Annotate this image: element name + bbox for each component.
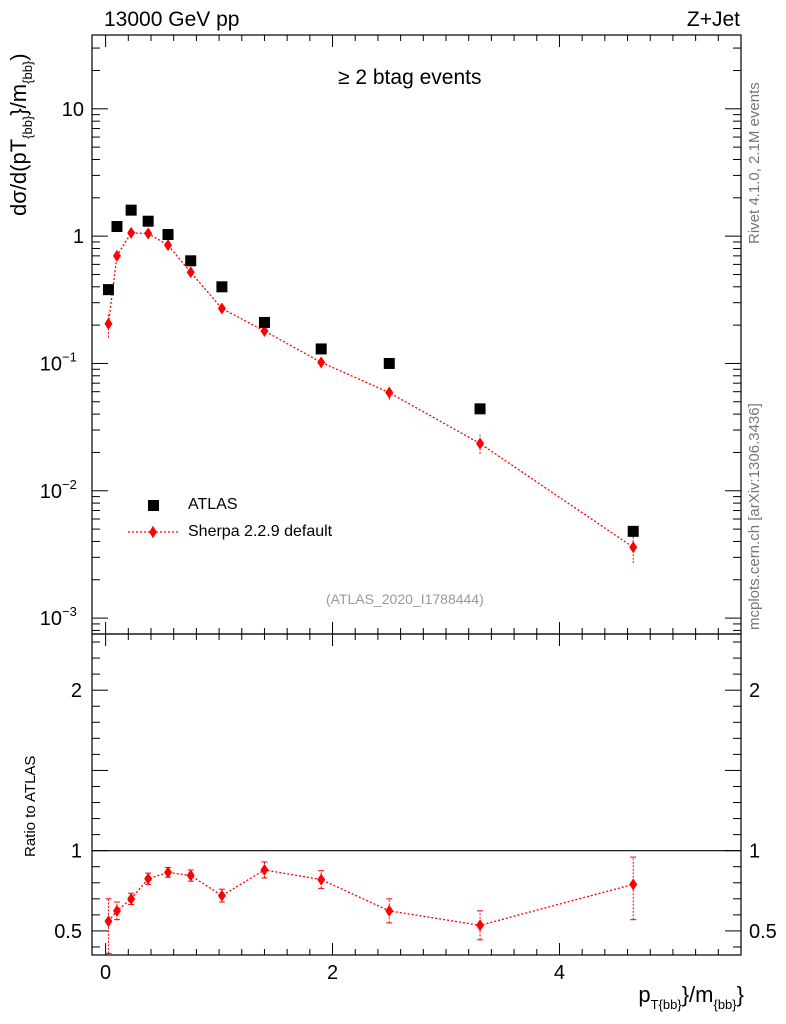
ratio-point bbox=[629, 878, 638, 891]
sherpa-point bbox=[186, 266, 195, 279]
x-tick-label: 0 bbox=[100, 962, 111, 984]
ratio-y-tick-label-right: 1 bbox=[749, 841, 760, 863]
x-label-part-2: }/m bbox=[681, 982, 714, 1007]
ratio-point bbox=[104, 915, 113, 928]
sherpa-point bbox=[127, 226, 136, 239]
y-tick-label: 10 bbox=[40, 608, 62, 630]
atlas-point bbox=[185, 255, 197, 267]
rivet-version-label: Rivet 4.1.0, 2.1M events bbox=[746, 82, 763, 244]
ratio-frame bbox=[91, 633, 742, 956]
ratio-y-tick-label-right: 0.5 bbox=[749, 921, 777, 943]
legend-sherpa-label: Sherpa 2.2.9 default bbox=[188, 523, 333, 540]
sherpa-point bbox=[317, 356, 326, 369]
y-axis-label-main: dσ/d(pT{bb}}/m{bb}) bbox=[6, 53, 35, 216]
y-tick-label: 1 bbox=[73, 226, 84, 248]
atlas-point bbox=[162, 229, 174, 241]
sherpa-point bbox=[629, 541, 638, 554]
atlas-point bbox=[216, 281, 228, 293]
ratio-y-tick-label: 0.5 bbox=[54, 921, 82, 943]
energy-label: 13000 GeV pp bbox=[104, 8, 240, 31]
atlas-point bbox=[315, 343, 327, 355]
ratio-point bbox=[217, 889, 226, 902]
selection-label: ≥ 2 btag events bbox=[338, 66, 482, 89]
sherpa-point bbox=[144, 227, 153, 240]
source-label: mcplots.cern.ch [arXiv:1306.3436] bbox=[746, 403, 763, 630]
x-label-sub-2: {bb} bbox=[713, 997, 737, 1012]
sherpa-point bbox=[217, 302, 226, 315]
process-label: Z+Jet bbox=[686, 8, 740, 31]
y-label-sub-2: {bb} bbox=[20, 60, 35, 84]
legend bbox=[128, 500, 178, 538]
ratio-y-tick-label: 1 bbox=[71, 841, 82, 863]
x-tick-label: 2 bbox=[327, 962, 338, 984]
sherpa-point bbox=[112, 249, 121, 262]
sherpa-point bbox=[104, 317, 113, 330]
ratio-point bbox=[112, 904, 121, 917]
y-tick-exponent: −1 bbox=[62, 349, 77, 364]
sherpa-point bbox=[476, 437, 485, 450]
ratio-point bbox=[260, 863, 269, 876]
ratio-panel: 0 2 4 0.5 0.5 1 1 2 2 bbox=[54, 633, 777, 984]
ratio-point bbox=[186, 869, 195, 882]
y-tick-label: 10 bbox=[40, 481, 62, 503]
y-tick-exponent: −3 bbox=[62, 604, 77, 619]
main-frame bbox=[91, 34, 742, 635]
y-label-sub-1: {bb} bbox=[20, 115, 35, 139]
y-tick-label: 10 bbox=[40, 353, 62, 375]
legend-atlas-marker bbox=[148, 500, 159, 511]
ratio-y-tick-label-right: 2 bbox=[749, 680, 760, 702]
ratio-y-tick-label: 2 bbox=[71, 680, 82, 702]
sherpa-point bbox=[260, 324, 269, 337]
ratio-point bbox=[144, 872, 153, 885]
atlas-point bbox=[258, 316, 270, 328]
x-label-part-3: } bbox=[736, 982, 744, 1007]
x-label-part-1: p bbox=[638, 982, 651, 1007]
ratio-point bbox=[127, 892, 136, 905]
y-tick-label: 10 bbox=[62, 99, 84, 121]
sherpa-point bbox=[385, 386, 394, 399]
ratio-line bbox=[107, 869, 634, 926]
x-tick-label: 4 bbox=[554, 962, 565, 984]
atlas-point bbox=[142, 215, 154, 227]
x-axis-label: pT{bb}}/m{bb}} bbox=[638, 982, 744, 1012]
atlas-point bbox=[111, 221, 123, 233]
y-label-part-1: dσ/d(pT bbox=[6, 138, 31, 216]
y-label-part-2: }/m bbox=[6, 83, 31, 116]
y-tick-exponent: −2 bbox=[62, 477, 77, 492]
atlas-point bbox=[474, 403, 486, 415]
ratio-point bbox=[476, 919, 485, 932]
x-label-sub-1: T{bb} bbox=[650, 997, 682, 1012]
atlas-point bbox=[383, 357, 395, 369]
sherpa-point bbox=[164, 239, 173, 252]
atlas-point bbox=[125, 204, 137, 216]
ratio-point bbox=[385, 904, 394, 917]
y-label-part-3: ) bbox=[6, 53, 31, 61]
analysis-label: (ATLAS_2020_I1788444) bbox=[326, 591, 484, 607]
legend-sherpa-marker bbox=[149, 526, 157, 538]
atlas-point bbox=[102, 284, 114, 296]
ratio-point bbox=[164, 866, 173, 879]
ratio-point bbox=[317, 873, 326, 886]
atlas-point bbox=[627, 525, 639, 537]
legend-atlas-label: ATLAS bbox=[188, 496, 238, 513]
y-axis-label-ratio: Ratio to ATLAS bbox=[22, 755, 39, 857]
